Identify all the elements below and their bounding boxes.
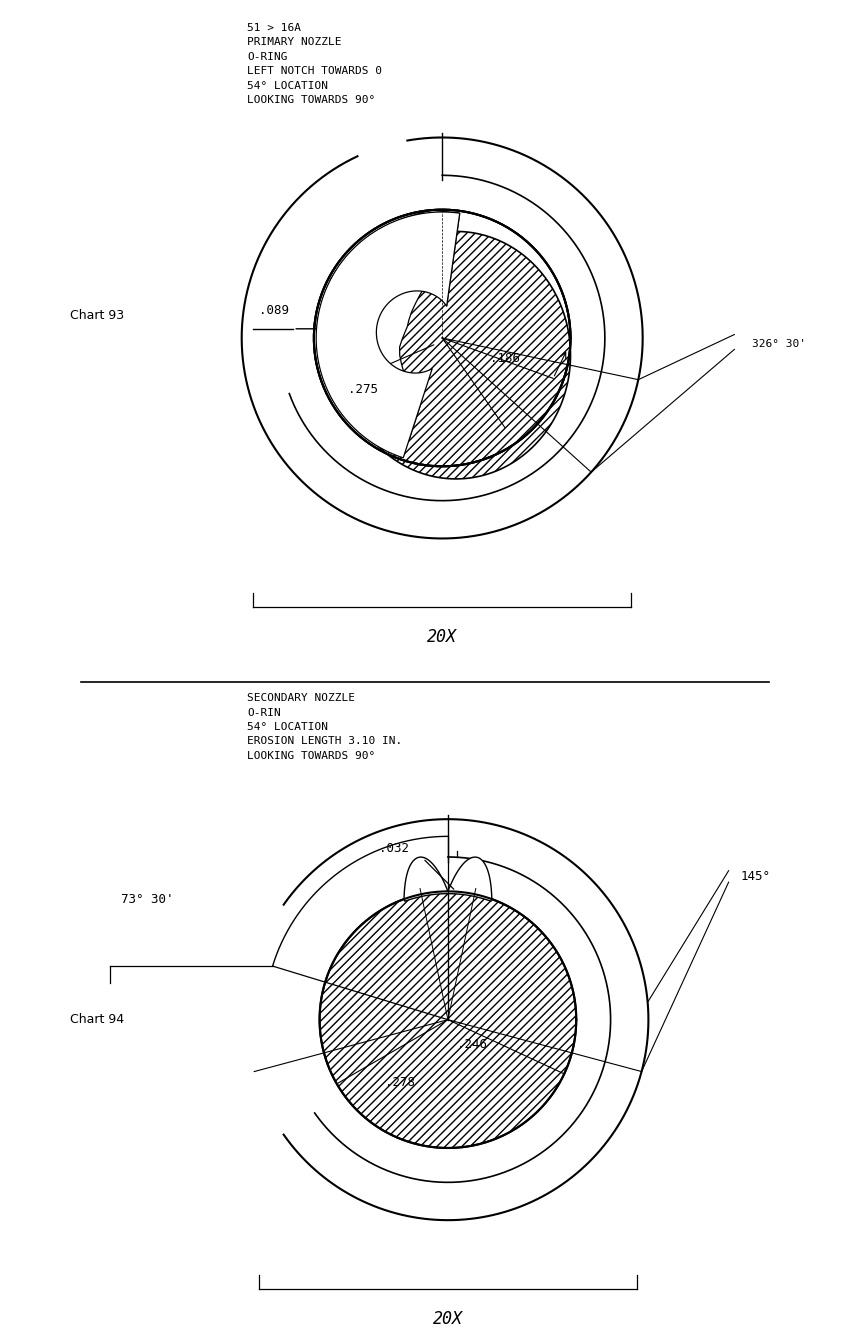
Polygon shape bbox=[342, 231, 570, 478]
Text: Chart 94: Chart 94 bbox=[70, 1013, 124, 1026]
Text: Chart 93: Chart 93 bbox=[70, 308, 124, 322]
Polygon shape bbox=[320, 892, 576, 1148]
Polygon shape bbox=[317, 210, 460, 440]
Text: 20X: 20X bbox=[428, 627, 457, 646]
Text: .032: .032 bbox=[379, 841, 409, 855]
Text: 145°: 145° bbox=[740, 870, 770, 882]
Text: .186: .186 bbox=[490, 352, 520, 365]
Polygon shape bbox=[404, 857, 492, 901]
Text: 73° 30': 73° 30' bbox=[122, 893, 174, 906]
Text: .246: .246 bbox=[457, 1038, 487, 1051]
Text: 326° 30': 326° 30' bbox=[751, 339, 806, 348]
Text: 51 > 16A
PRIMARY NOZZLE
O-RING
LEFT NOTCH TOWARDS 0
54° LOCATION
LOOKING TOWARDS: 51 > 16A PRIMARY NOZZLE O-RING LEFT NOTC… bbox=[247, 23, 382, 105]
Text: .089: .089 bbox=[259, 304, 289, 318]
Text: .275: .275 bbox=[348, 383, 378, 396]
Text: .278: .278 bbox=[385, 1076, 415, 1090]
Polygon shape bbox=[316, 211, 460, 457]
Text: SECONDARY NOZZLE
O-RIN
54° LOCATION
EROSION LENGTH 3.10 IN.
LOOKING TOWARDS 90°: SECONDARY NOZZLE O-RIN 54° LOCATION EROS… bbox=[247, 694, 403, 760]
Text: 20X: 20X bbox=[433, 1309, 463, 1328]
